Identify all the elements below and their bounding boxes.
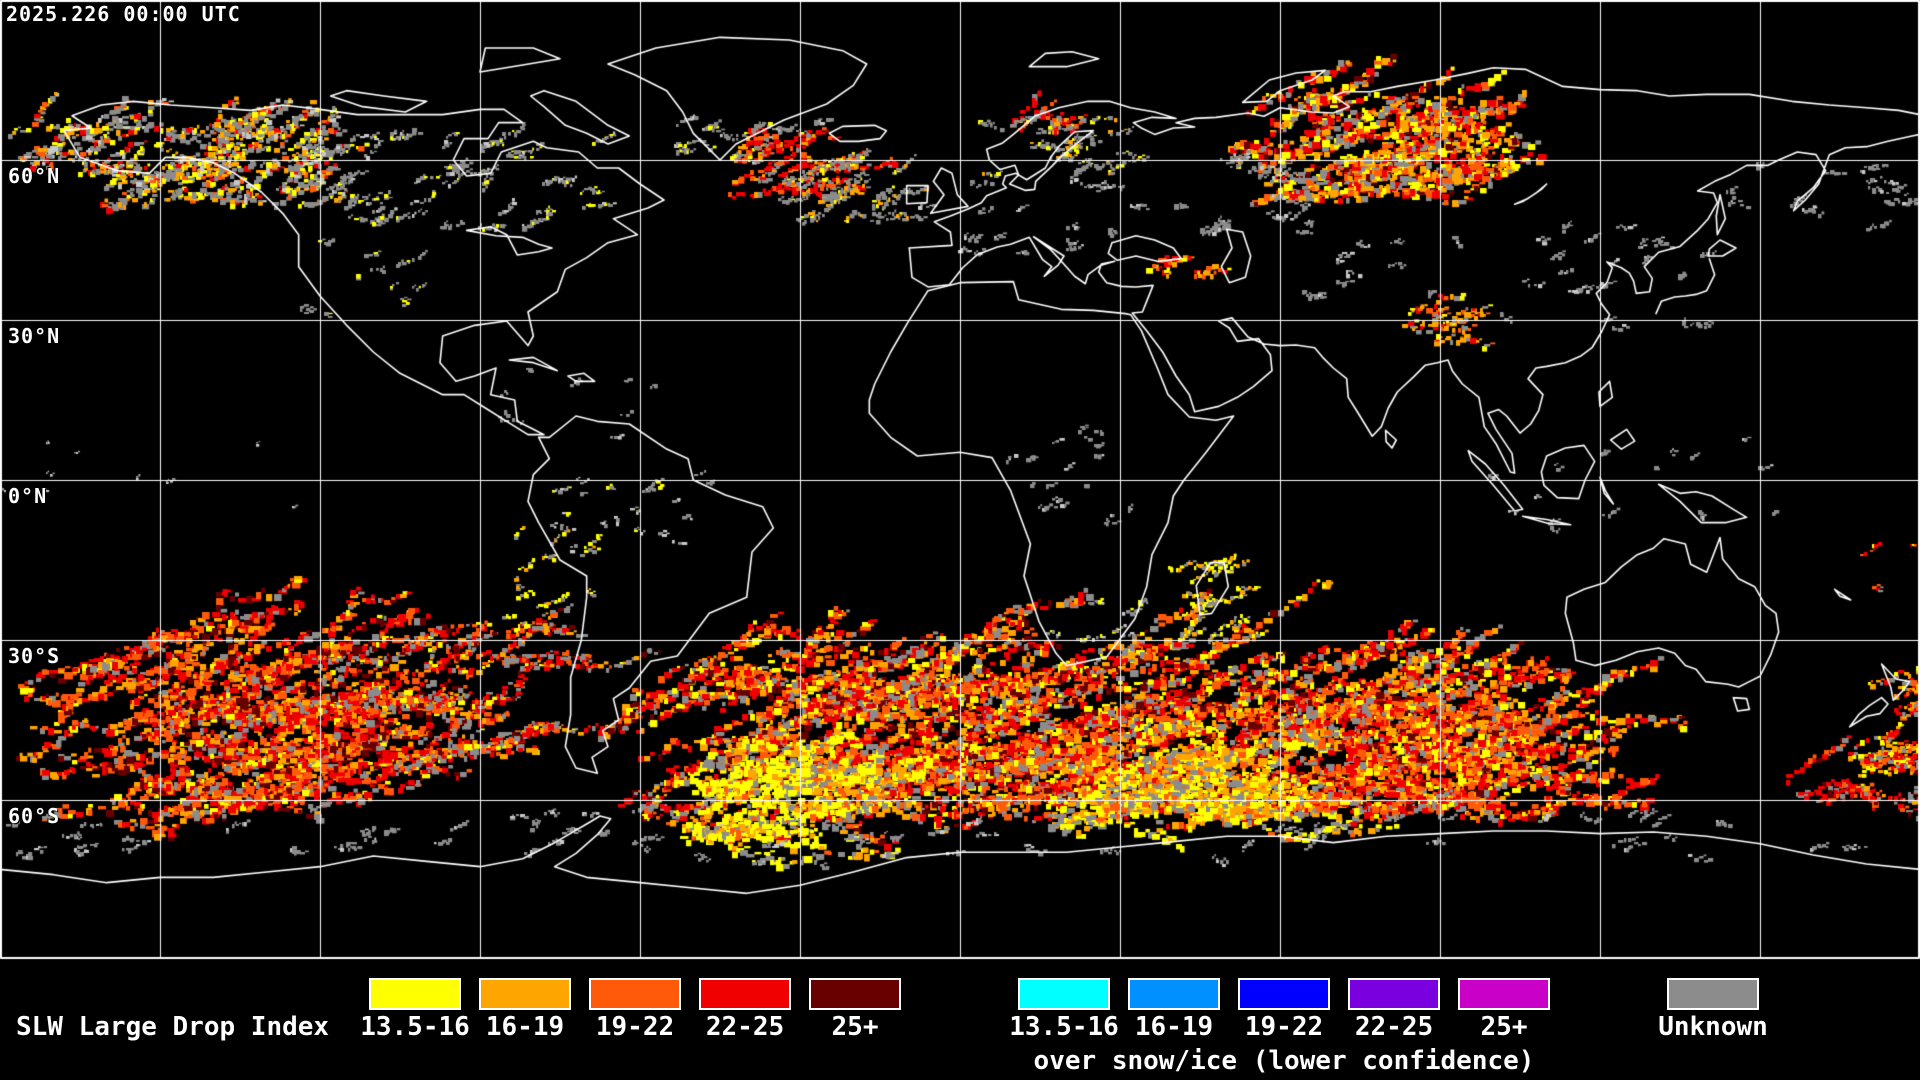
legend-swatch-16-19 — [479, 978, 571, 1010]
legend-title: SLW Large Drop Index — [16, 1012, 330, 1042]
legend-swatch-22-25 — [1348, 978, 1440, 1010]
latitude-label-60s: 60°S — [8, 804, 61, 828]
legend-label-13.5-16: 13.5-16 — [360, 1012, 470, 1042]
legend-label-25+: 25+ — [831, 1012, 879, 1042]
timestamp-label: 2025.226 00:00 UTC — [6, 2, 241, 26]
legend-swatch-22-25 — [699, 978, 791, 1010]
latitude-label-30n: 30°N — [8, 324, 61, 348]
latitude-label-60n: 60°N — [8, 164, 61, 188]
latitude-label-30s: 30°S — [8, 644, 61, 668]
legend-label-22-25: 22-25 — [705, 1012, 785, 1042]
legend-label-16-19: 16-19 — [1134, 1012, 1214, 1042]
latitude-label-0n: 0°N — [8, 484, 48, 508]
legend-swatch-13.5-16 — [1018, 978, 1110, 1010]
legend-label-25+: 25+ — [1480, 1012, 1528, 1042]
legend-swatch-16-19 — [1128, 978, 1220, 1010]
legend-swatch-13.5-16 — [369, 978, 461, 1010]
legend-label-19-22: 19-22 — [595, 1012, 675, 1042]
legend-label-16-19: 16-19 — [485, 1012, 565, 1042]
legend-swatch-19-22 — [589, 978, 681, 1010]
snow-ice-note: over snow/ice (lower confidence) — [1033, 1046, 1535, 1076]
legend-swatch-19-22 — [1238, 978, 1330, 1010]
legend-swatch-25+ — [1458, 978, 1550, 1010]
legend-swatch-25+ — [809, 978, 901, 1010]
legend-swatch-unknown — [1667, 978, 1759, 1010]
legend-label-19-22: 19-22 — [1244, 1012, 1324, 1042]
world-map-canvas — [0, 0, 1920, 962]
legend-label-22-25: 22-25 — [1354, 1012, 1434, 1042]
legend-label-unknown: Unknown — [1658, 1012, 1768, 1042]
legend-label-13.5-16: 13.5-16 — [1009, 1012, 1119, 1042]
